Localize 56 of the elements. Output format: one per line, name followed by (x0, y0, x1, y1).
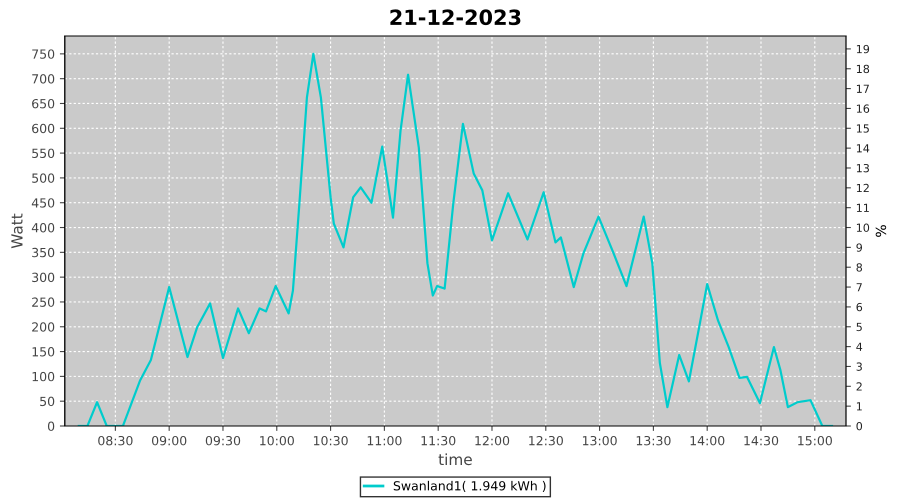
y-tick-label: 750 (32, 49, 54, 59)
y2-tick-label: 15 (856, 124, 869, 133)
legend-label: Swanland1( 1.949 kWh ) (394, 480, 546, 492)
y2-tick-label: 1 (856, 402, 862, 410)
x-tick-label: 14:30 (744, 436, 778, 446)
y-tick-label: 650 (32, 98, 54, 108)
y-tick-label: 300 (32, 272, 54, 282)
x-tick-label: 09:30 (206, 436, 240, 446)
y2-tick-label: 18 (856, 64, 870, 74)
y-tick-label: 50 (40, 396, 54, 406)
x-tick-label: 13:30 (636, 436, 671, 446)
y-tick-label: 500 (32, 173, 54, 183)
chart-title: 21-12-2023 (390, 9, 520, 26)
x-tick-label: 08:30 (98, 436, 133, 446)
x-axis-title: time (438, 453, 472, 466)
y2-tick-label: 6 (856, 302, 862, 312)
x-tick-label: 14:00 (690, 436, 724, 446)
y2-tick-label: 19 (856, 44, 870, 54)
y2-tick-label: 10 (856, 224, 870, 232)
y-tick-label: 550 (32, 148, 54, 158)
y2-tick-label: 3 (856, 362, 862, 371)
y2-tick-label: 9 (856, 243, 862, 252)
y2-tick-label: 2 (856, 382, 862, 391)
line-series (78, 52, 834, 426)
y-tick-label: 150 (32, 347, 54, 356)
y-tick-label: 350 (32, 248, 54, 258)
x-tick-label: 09:00 (152, 436, 186, 446)
y2-tick-label: 0 (856, 422, 862, 430)
y2-tick-label: 13 (856, 164, 869, 172)
y-tick-label: 450 (32, 198, 54, 208)
x-tick-label: 10:00 (260, 436, 294, 446)
x-tick-label: 10:30 (314, 436, 348, 446)
y-tick-label: 700 (32, 74, 54, 84)
y-tick-label: 400 (32, 223, 54, 232)
y2-axis-title: % (876, 225, 886, 237)
y2-tick-label: 12 (856, 184, 869, 192)
x-tick-label: 12:30 (529, 436, 563, 446)
y2-tick-label: 17 (856, 84, 869, 93)
y-tick-label: 0 (48, 421, 54, 431)
x-tick-label: 15:00 (798, 436, 832, 446)
y-tick-label: 100 (32, 372, 54, 382)
y2-tick-label: 14 (856, 144, 870, 152)
y2-tick-label: 11 (856, 204, 869, 212)
x-tick-label: 11:00 (368, 436, 402, 446)
y2-tick-label: 5 (856, 322, 862, 332)
y2-tick-label: 16 (856, 104, 870, 113)
y-tick-label: 600 (32, 124, 54, 134)
x-tick-label: 13:00 (582, 436, 617, 446)
x-tick-label: 12:00 (475, 436, 510, 446)
y2-tick-label: 7 (856, 283, 862, 292)
y-tick-label: 200 (32, 322, 54, 332)
y2-tick-label: 4 (856, 342, 862, 351)
y-tick-label: 250 (32, 297, 54, 307)
y2-tick-label: 8 (856, 263, 862, 272)
y-axis-title: Watt (11, 214, 23, 248)
x-tick-label: 11:30 (422, 436, 456, 446)
